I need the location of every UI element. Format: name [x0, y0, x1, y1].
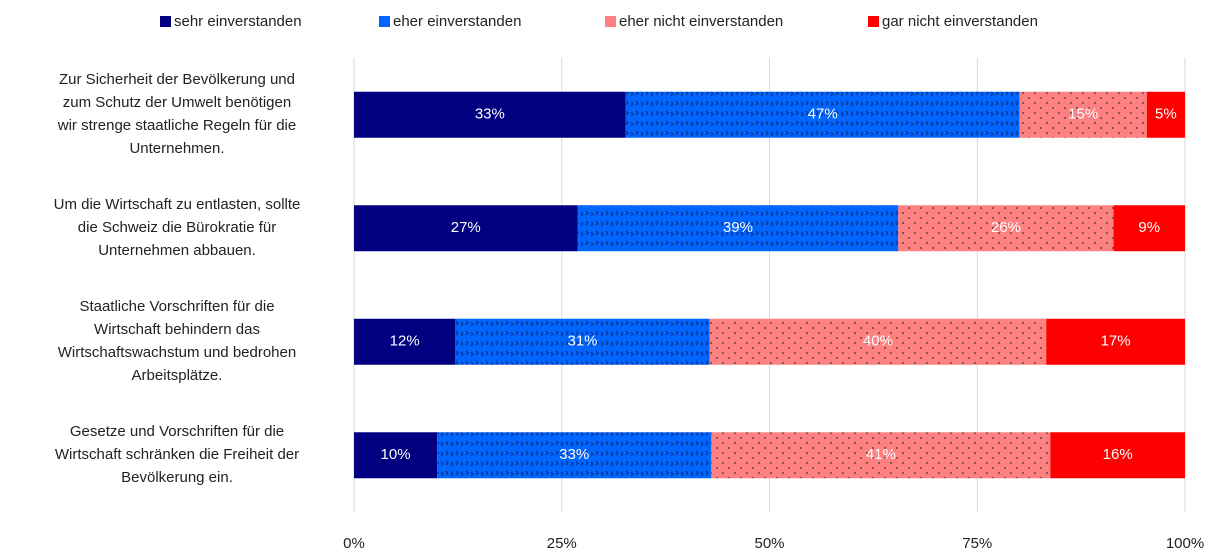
data-label: 31%: [568, 333, 598, 350]
category-label: Unternehmen.: [129, 140, 224, 157]
category-label: die Schweiz die Bürokratie für: [78, 219, 276, 236]
bar-segment: [1113, 205, 1185, 252]
legend-swatch: [160, 16, 171, 27]
bar-segment: [1046, 318, 1185, 365]
category-label: Bevölkerung ein.: [121, 469, 233, 486]
bar-segment: [354, 318, 456, 365]
category-label: Wirtschaft schränken die Freiheit der: [55, 446, 299, 463]
data-label: 5%: [1155, 106, 1177, 123]
legend-label: eher einverstanden: [393, 13, 521, 30]
x-tick-label: 0%: [343, 535, 365, 552]
bar-segment: [354, 432, 438, 479]
data-label: 47%: [808, 106, 838, 123]
bar-segment: [1050, 432, 1185, 479]
bar-segment: [455, 318, 710, 365]
category-label: Wirtschaft behindern das: [94, 321, 260, 338]
bar-segment: [577, 205, 899, 252]
legend-swatch: [379, 16, 390, 27]
x-tick-label: 25%: [547, 535, 577, 552]
category-label: Wirtschaftswachstum und bedrohen: [58, 344, 296, 361]
data-label: 12%: [390, 333, 420, 350]
x-tick-label: 100%: [1166, 535, 1204, 552]
category-label: zum Schutz der Umwelt benötigen: [63, 94, 291, 111]
data-label: 27%: [451, 219, 481, 236]
data-label: 17%: [1101, 333, 1131, 350]
category-label: Zur Sicherheit der Bevölkerung und: [59, 71, 295, 88]
bar-segment: [354, 91, 626, 138]
data-label: 33%: [475, 106, 505, 123]
data-label: 10%: [381, 446, 411, 463]
data-label: 15%: [1068, 106, 1098, 123]
bar-segment: [709, 318, 1047, 365]
bar-segment: [711, 432, 1051, 479]
data-label: 33%: [559, 446, 589, 463]
data-label: 39%: [723, 219, 753, 236]
legend-swatch: [868, 16, 879, 27]
x-tick-label: 75%: [962, 535, 992, 552]
bar-segment: [1146, 91, 1185, 138]
bar-segment: [898, 205, 1114, 252]
data-label: 26%: [991, 219, 1021, 236]
legend-label: eher nicht einverstanden: [619, 13, 783, 30]
legend-label: sehr einverstanden: [174, 13, 302, 30]
x-tick-label: 50%: [754, 535, 784, 552]
legend-label: gar nicht einverstanden: [882, 13, 1038, 30]
data-label: 16%: [1103, 446, 1133, 463]
bar-segment: [437, 432, 712, 479]
category-label: Gesetze und Vorschriften für die: [70, 423, 284, 440]
data-label: 40%: [863, 333, 893, 350]
category-label: Unternehmen abbauen.: [98, 242, 256, 259]
bar-segment: [1019, 91, 1147, 138]
category-label: wir strenge staatliche Regeln für die: [57, 117, 296, 134]
category-label: Staatliche Vorschriften für die: [79, 298, 274, 315]
bar-segment: [354, 205, 578, 252]
category-label: Arbeitsplätze.: [132, 367, 223, 384]
data-label: 9%: [1138, 219, 1160, 236]
legend-swatch: [605, 16, 616, 27]
category-label: Um die Wirtschaft zu entlasten, sollte: [54, 196, 301, 213]
bar-segment: [625, 91, 1020, 138]
data-label: 41%: [866, 446, 896, 463]
